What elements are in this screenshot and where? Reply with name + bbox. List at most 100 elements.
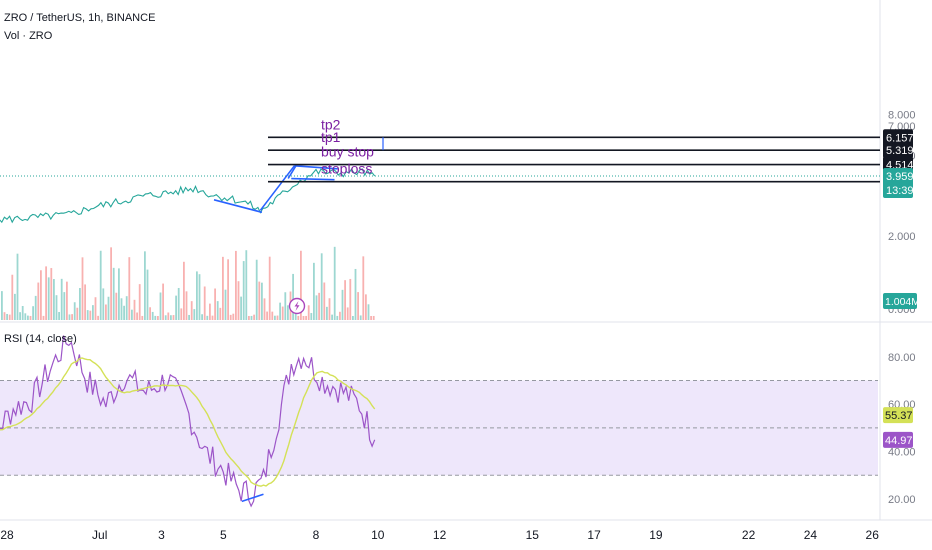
lightning-glyph — [294, 301, 300, 311]
volume-bar — [99, 250, 102, 320]
volume-bar — [352, 315, 354, 320]
volume-bar — [141, 315, 144, 320]
rsi-badge — [883, 431, 913, 448]
volume-bar — [16, 253, 19, 320]
volume-bar — [302, 315, 305, 320]
volume-bar — [219, 307, 222, 320]
volume-bar — [131, 309, 133, 320]
volume-bar — [27, 315, 29, 320]
volume-bar — [73, 302, 76, 320]
volume-bar — [362, 256, 365, 320]
volume-bar — [112, 267, 115, 320]
level-label-stoploss: stoploss — [321, 161, 372, 177]
volume-bar — [266, 311, 268, 320]
volume-bar — [154, 315, 157, 320]
volume-bar — [162, 283, 164, 320]
volume-bar — [196, 271, 198, 320]
volume-badge-value: 1.004M — [885, 296, 920, 308]
volume-bar — [274, 315, 276, 320]
volume-bar — [284, 292, 287, 320]
time-tick-label: 17 — [587, 528, 601, 542]
volume-bar — [50, 268, 53, 320]
volume-bar — [157, 315, 159, 320]
volume-bar — [144, 251, 146, 320]
rsi-ma-badge — [883, 407, 913, 424]
volume-bar — [365, 294, 367, 320]
time-tick-label: 5 — [220, 528, 227, 542]
volume-bar — [310, 313, 313, 320]
volume-bar — [102, 288, 105, 320]
volume-bar — [250, 315, 253, 320]
volume-bar — [326, 306, 328, 320]
volume-bar — [45, 266, 47, 320]
volume-bar — [305, 315, 307, 320]
level-badge-value: 6.157 — [886, 132, 914, 144]
volume-bar — [86, 310, 89, 320]
time-tick-label: 15 — [526, 528, 540, 542]
volume-bar — [118, 268, 120, 320]
volume-bar — [84, 284, 86, 320]
volume-bar — [292, 273, 294, 320]
volume-bar — [224, 289, 227, 320]
volume-bar — [281, 306, 284, 320]
volume-bar — [261, 282, 263, 320]
volume-bar — [89, 310, 92, 320]
flag-lower-line — [291, 177, 335, 181]
volume-bar — [222, 256, 224, 320]
volume-bar — [242, 261, 245, 320]
rsi-title[interactable]: RSI (14, close) — [4, 333, 77, 345]
volume-bar — [94, 297, 97, 320]
volume-bar — [11, 274, 14, 320]
volume-bar — [170, 315, 172, 320]
volume-bar — [229, 314, 232, 320]
volume-bar — [313, 262, 315, 320]
volume-bar — [323, 282, 326, 320]
volume-bar — [253, 314, 255, 320]
volume-bar — [14, 293, 16, 320]
volume-bar — [1, 291, 3, 320]
volume-bar — [123, 305, 125, 320]
volume-bar — [372, 315, 375, 320]
time-tick-label: Jul — [92, 528, 107, 542]
flag-upper-line — [294, 165, 338, 170]
volume-bar — [203, 286, 206, 320]
volume-bar — [346, 307, 349, 320]
volume-title[interactable]: Vol · ZRO — [4, 30, 53, 42]
volume-bar — [71, 314, 73, 320]
volume-bar — [97, 315, 99, 320]
volume-bar — [37, 282, 40, 320]
volume-bar — [55, 295, 58, 320]
volume-bar — [167, 312, 170, 320]
volume-bar — [177, 287, 180, 320]
volume-bar — [206, 315, 209, 320]
volume-bar — [339, 311, 341, 320]
volume-bar — [287, 305, 289, 320]
volume-bar — [211, 315, 214, 320]
volume-bar — [8, 314, 11, 320]
volume-bar — [105, 304, 107, 320]
volume-bar — [172, 315, 175, 320]
rsi-band — [0, 380, 878, 476]
volume-bar — [245, 250, 248, 320]
volume-bar — [359, 315, 362, 320]
volume-bar — [185, 291, 188, 320]
volume-bar — [279, 302, 281, 320]
time-tick-label: 12 — [433, 528, 447, 542]
volume-bar — [227, 259, 229, 320]
volume-bar — [255, 259, 258, 320]
volume-bar — [175, 295, 177, 320]
volume-bar — [235, 250, 237, 320]
time-tick-label: 10 — [371, 528, 385, 542]
symbol-title[interactable]: ZRO / TetherUS, 1h, BINANCE — [4, 12, 156, 24]
volume-bar — [271, 311, 274, 320]
volume-bar — [370, 315, 372, 320]
volume-bar — [138, 284, 141, 320]
time-tick-label: 8 — [313, 528, 320, 542]
volume-bar — [68, 314, 71, 320]
volume-bar — [193, 309, 196, 320]
volume-bar — [344, 280, 346, 320]
last-price-badge — [883, 168, 913, 199]
level-label-tp1: tp1 — [321, 129, 341, 145]
volume-bar — [336, 315, 339, 320]
